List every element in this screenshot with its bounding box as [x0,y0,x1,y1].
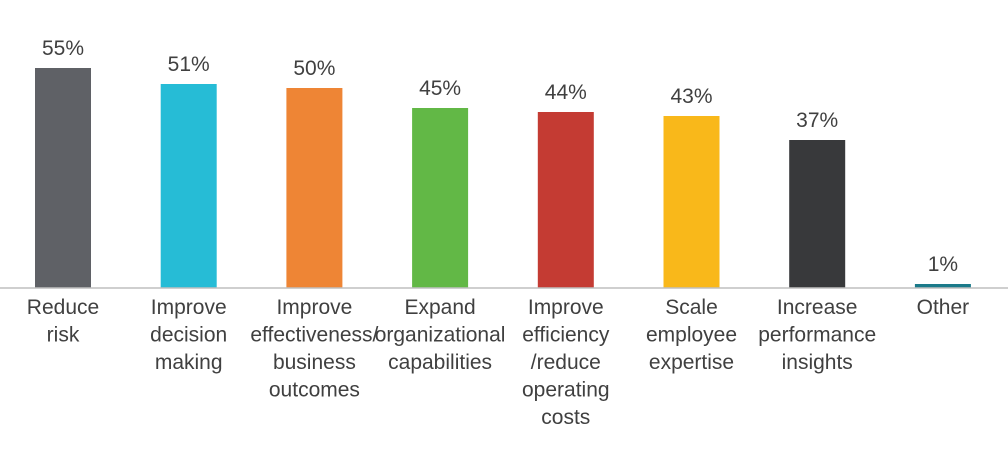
category-label-line: outcomes [269,379,360,402]
category-labels-layer: Reduce risk Improve decision making Improve ef… [27,296,969,429]
value-label-4: 45% [419,77,461,100]
value-label-6: 43% [670,85,712,108]
value-labels-layer: 55% 51% 50% 45% 44% 43% 37% 1% [42,37,958,276]
bar-5 [537,112,594,288]
bar-4 [412,108,469,288]
bar-1 [35,68,91,288]
category-label-line: employee [646,324,737,347]
bar-7 [789,140,846,288]
category-label-line: /reduce [531,351,601,374]
category-label-6: Scale employee expertise [646,296,737,374]
value-label-8: 1% [928,253,958,276]
bars-layer [35,68,971,288]
value-label-7: 37% [796,109,838,132]
category-label-line: Improve [276,296,352,319]
category-label-5: Improve efficiency/reduce operating costs [522,296,610,429]
value-label-1: 55% [42,37,84,60]
category-label-line: expertise [649,351,734,374]
category-label-line: Improve [151,296,227,319]
value-label-3: 50% [293,57,335,80]
category-label-line: business [273,351,356,374]
category-label-line: Other [917,296,970,319]
category-label-line: efficiency [522,324,610,347]
category-label-line: Scale [665,296,718,319]
category-label-line: Improve [528,296,604,319]
category-label-1: Reduce risk [27,296,99,347]
category-label-line: Reduce [27,296,99,319]
category-label-4: Expand organizational capabilities [375,296,506,374]
category-label-8: Other [917,296,970,319]
category-label-line: risk [47,324,80,347]
category-label-line: performance [758,324,876,347]
category-label-line: Increase [777,296,858,319]
category-label-line: costs [541,406,590,429]
value-label-5: 44% [545,81,587,104]
bar-8 [914,284,971,288]
category-label-2: Improve decision making [150,296,227,374]
category-label-line: effectiveness/ [250,324,378,347]
bar-6 [663,116,720,288]
bar-3 [286,88,343,288]
category-label-line: Expand [404,296,475,319]
category-label-line: insights [782,351,853,374]
category-label-line: decision [150,324,227,347]
category-label-7: Increase performance insights [758,296,876,374]
category-label-line: operating [522,379,610,402]
category-label-line: organizational [375,324,506,347]
category-label-line: making [155,351,223,374]
category-label-3: Improve effectiveness/business outcomes [250,296,378,402]
value-label-2: 51% [168,53,210,76]
category-label-line: capabilities [388,351,492,374]
bar-2 [160,84,217,288]
